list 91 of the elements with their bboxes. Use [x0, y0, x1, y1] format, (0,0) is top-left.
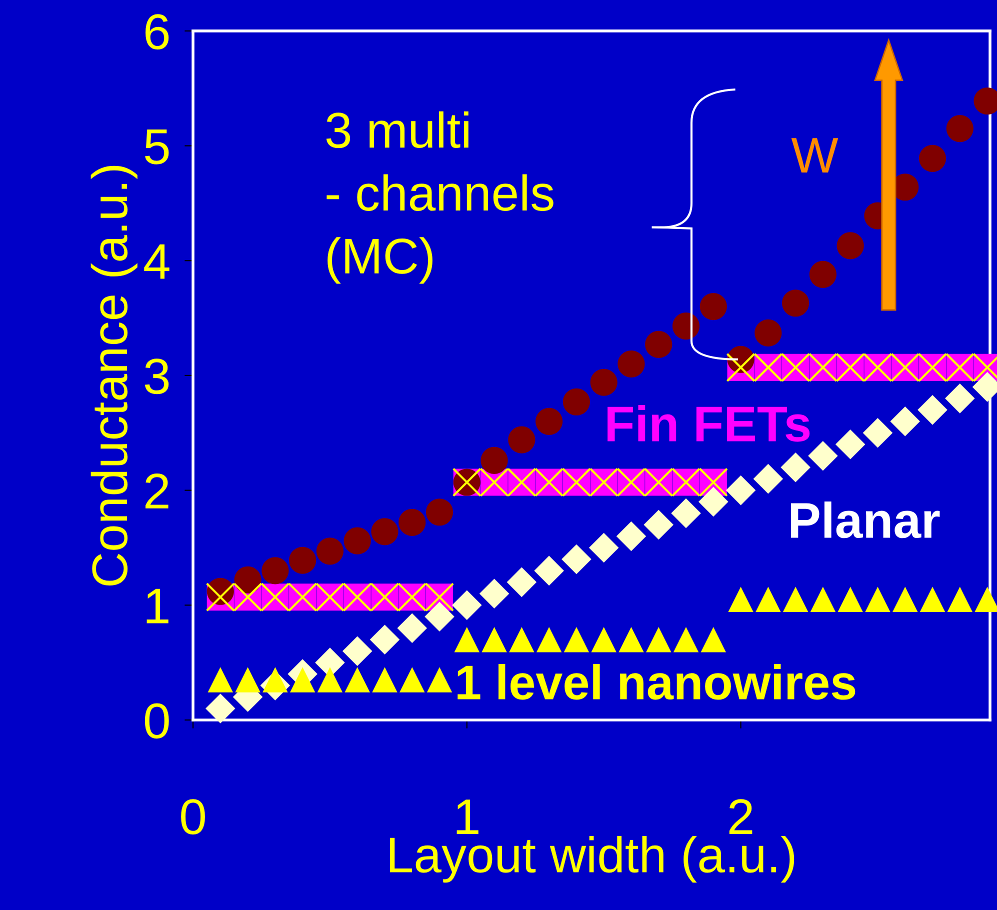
point [645, 330, 672, 358]
point [947, 586, 973, 612]
x-tick-label: 0 [181, 799, 205, 834]
point [397, 613, 428, 644]
point [726, 475, 756, 506]
point [509, 626, 534, 652]
point [728, 586, 754, 612]
point [673, 626, 699, 652]
point [562, 388, 590, 416]
point [892, 586, 918, 612]
point [479, 578, 510, 609]
y-tick-label: 0 [144, 703, 169, 739]
point [482, 626, 507, 652]
point [426, 667, 452, 692]
point [616, 521, 646, 552]
point [234, 566, 262, 594]
point [836, 232, 864, 260]
point [371, 518, 398, 546]
point [835, 429, 866, 460]
point [398, 508, 426, 536]
y-tick-label: 5 [144, 130, 169, 164]
point [756, 586, 781, 612]
point [644, 510, 674, 540]
point [946, 115, 974, 142]
point [562, 544, 592, 574]
point [865, 586, 890, 612]
point [698, 486, 728, 517]
point [344, 527, 371, 554]
point [753, 464, 784, 494]
point [316, 538, 344, 565]
point [206, 694, 236, 724]
annotation: 3 multi - channels (MC) [326, 111, 554, 284]
point [591, 626, 616, 652]
point [782, 290, 810, 317]
point [918, 144, 946, 172]
y-tick-label: 2 [146, 474, 168, 508]
y-tick-label: 4 [144, 244, 170, 279]
point [646, 626, 672, 652]
point [506, 567, 537, 598]
point [809, 260, 836, 288]
point [862, 418, 893, 448]
y-axis-title: Conductance (a.u.) [90, 166, 138, 586]
point [700, 293, 727, 320]
point [370, 624, 400, 654]
annotation: 1 level nanowires [458, 664, 856, 700]
point [782, 586, 808, 612]
point [920, 586, 946, 612]
point [344, 667, 370, 692]
point [289, 546, 316, 574]
point [780, 452, 810, 482]
point [754, 319, 782, 347]
point [372, 667, 398, 692]
annotation: Fin FETs [608, 404, 810, 442]
point [536, 408, 563, 435]
point [534, 556, 564, 586]
y-tick-label: 6 [146, 14, 169, 50]
point [838, 586, 863, 612]
point [564, 626, 590, 652]
point [452, 590, 482, 620]
point [342, 636, 372, 666]
point [618, 350, 645, 378]
point [400, 667, 425, 692]
point [424, 602, 454, 632]
x-tick-label: 1 [456, 800, 478, 834]
point [945, 384, 975, 414]
y-tick-label: 1 [146, 588, 168, 624]
point [262, 557, 289, 584]
point [590, 368, 618, 396]
annotation: W [791, 138, 838, 172]
point [480, 446, 508, 474]
point [508, 426, 536, 454]
point [618, 626, 644, 652]
point [536, 626, 562, 652]
point [808, 440, 838, 471]
point [810, 586, 836, 612]
point [700, 626, 726, 652]
x-axis-title: Layout width (a.u.) [390, 836, 794, 883]
y-tick-label: 3 [144, 358, 169, 394]
x-tick-label: 2 [729, 799, 752, 834]
point [317, 667, 343, 692]
point [672, 312, 700, 340]
point [890, 406, 920, 436]
point [918, 395, 948, 425]
point [426, 498, 454, 526]
point [454, 626, 480, 652]
point [208, 667, 234, 692]
annotation: Planar [790, 501, 940, 538]
point [235, 667, 260, 692]
point [588, 532, 619, 563]
point [290, 667, 316, 692]
point [671, 498, 701, 528]
